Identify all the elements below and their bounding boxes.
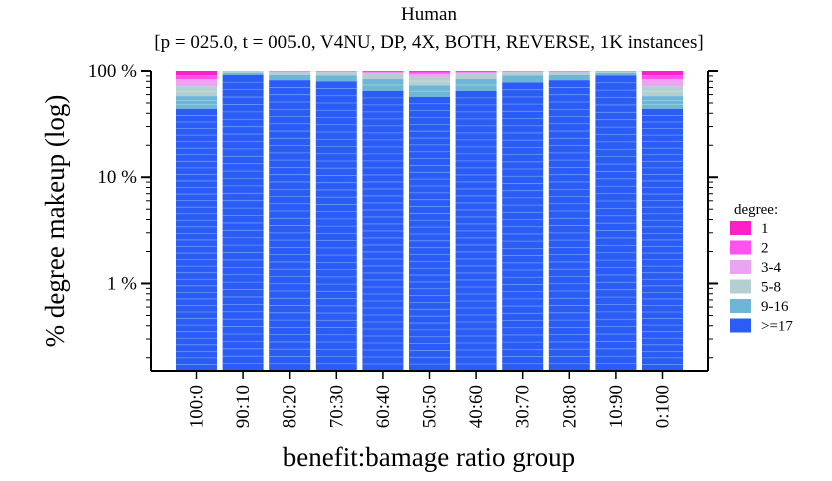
y-ticks-group: 100 % 10 % 1 % <box>88 61 718 359</box>
bar-30-70-degree-9to16 <box>502 75 544 83</box>
bar-70-30-degree-5to8 <box>315 72 357 76</box>
bar-0-100-degree-ge17 <box>642 108 683 372</box>
bar-20-80-degree-9to16 <box>548 74 590 81</box>
bar-80-20-degree-3to4 <box>269 71 311 73</box>
bar-50-50-degree-5to8 <box>409 76 450 86</box>
bar-90-10-degree-5to8 <box>222 71 264 73</box>
chart-title: Human <box>401 4 457 25</box>
bars-group <box>176 71 683 372</box>
bar-10-90-degree-ge17 <box>595 75 637 372</box>
y-axis-label: % degree makeup (log) <box>40 95 70 348</box>
bar-60-40-degree-ge17 <box>362 90 404 372</box>
bar-30-70-degree-3to4 <box>502 71 544 73</box>
bar-70-30-degree-9to16 <box>315 75 357 82</box>
bar-20-80-degree-5to8 <box>548 72 590 75</box>
bar-40-60-degree-9to16 <box>455 79 497 91</box>
bar-10-90-degree-9to16 <box>595 72 637 76</box>
bar-60-40-degree-5to8 <box>362 73 404 80</box>
bar-80-20-degree-5to8 <box>269 72 311 75</box>
y-tick-label: 1 % <box>107 273 137 294</box>
bar-60-40-degree-2 <box>362 71 404 73</box>
bar-40-60-degree-5to8 <box>455 73 497 80</box>
legend-swatch <box>730 299 751 313</box>
legend: degree: 1 2 3-4 5-8 9-16 >=17 <box>730 202 793 335</box>
x-tick-label: 50:50 <box>420 385 441 428</box>
bar-10-90-degree-5to8 <box>595 71 637 73</box>
bar-100-0-degree-ge17 <box>176 108 217 372</box>
legend-label: 3-4 <box>761 260 781 276</box>
bar-70-30-degree-ge17 <box>315 81 357 372</box>
bar-90-10-degree-9to16 <box>222 72 264 75</box>
bar-0-100-degree-9to16 <box>642 96 683 109</box>
legend-swatch <box>730 260 751 274</box>
x-ticks-group: 100:0 90:10 80:20 70:30 60:40 50:50 40:60 30:70… <box>187 371 674 428</box>
legend-label: 2 <box>761 241 769 257</box>
bar-50-50-degree-9to16 <box>409 85 450 97</box>
x-axis-label: benefit:bamage ratio group <box>283 442 575 472</box>
bar-40-60-degree-2 <box>455 71 497 73</box>
bar-30-70-degree-5to8 <box>502 72 544 76</box>
legend-swatch <box>730 318 751 333</box>
y-tick-label: 10 % <box>97 167 137 188</box>
bar-50-50-degree-2 <box>409 71 450 74</box>
bar-50-50-degree-ge17 <box>409 96 450 371</box>
x-tick-label: 0:100 <box>653 385 674 428</box>
chart-subtitle: [p = 025.0, t = 005.0, V4NU, DP, 4X, BOT… <box>154 32 703 53</box>
bar-80-20-degree-ge17 <box>269 80 311 371</box>
x-tick-label: 70:30 <box>326 385 347 428</box>
x-tick-label: 30:70 <box>513 385 534 428</box>
bar-100-0-degree-3to4 <box>176 79 217 87</box>
x-tick-label: 20:80 <box>559 385 580 428</box>
legend-label: 1 <box>761 221 769 237</box>
bar-0-100-degree-3to4 <box>642 79 683 87</box>
bar-50-50-degree-3to4 <box>409 73 450 77</box>
bar-0-100-degree-5to8 <box>642 86 683 97</box>
legend-label: 9-16 <box>761 299 789 315</box>
bar-100-0-degree-5to8 <box>176 86 217 97</box>
bar-100-0-degree-1 <box>176 71 217 76</box>
legend-swatch <box>730 240 751 255</box>
bar-60-40-degree-9to16 <box>362 79 404 91</box>
bar-20-80-degree-ge17 <box>548 80 590 371</box>
bar-100-0-degree-9to16 <box>176 96 217 109</box>
bar-70-30-degree-3to4 <box>315 71 357 73</box>
legend-title: degree: <box>734 202 778 218</box>
bar-100-0-degree-2 <box>176 75 217 80</box>
legend-swatch <box>730 279 751 294</box>
bar-0-100-degree-2 <box>642 75 683 80</box>
x-tick-label: 40:60 <box>466 385 487 428</box>
bar-20-80-degree-3to4 <box>548 71 590 73</box>
bar-0-100-degree-1 <box>642 71 683 76</box>
x-tick-label: 90:10 <box>233 385 254 428</box>
legend-label: 5-8 <box>761 280 781 296</box>
x-tick-label: 80:20 <box>280 385 301 428</box>
legend-label: >=17 <box>761 319 793 335</box>
x-tick-label: 10:90 <box>606 385 627 428</box>
bar-60-40-degree-3to4 <box>362 72 404 74</box>
bar-40-60-degree-ge17 <box>455 90 497 372</box>
bar-80-20-degree-9to16 <box>269 74 311 81</box>
x-tick-label: 100:0 <box>187 385 208 428</box>
bar-90-10-degree-ge17 <box>222 74 264 372</box>
bar-50-50-degree-1 <box>409 71 450 72</box>
x-tick-label: 60:40 <box>373 385 394 428</box>
bar-30-70-degree-ge17 <box>502 82 544 371</box>
y-tick-label: 100 % <box>88 61 137 82</box>
legend-swatch <box>730 221 751 235</box>
bar-40-60-degree-3to4 <box>455 72 497 74</box>
